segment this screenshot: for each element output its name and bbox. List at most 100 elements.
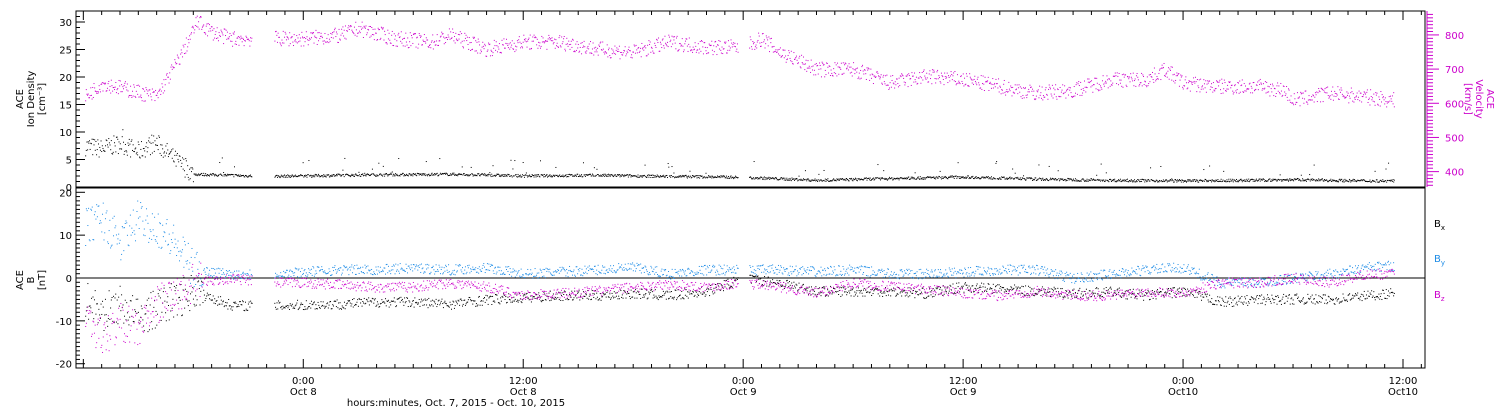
density-point — [1185, 181, 1187, 183]
density-point — [763, 177, 765, 179]
density-point — [1281, 179, 1283, 181]
velocity-point — [582, 45, 584, 47]
velocity-point — [1044, 96, 1046, 98]
field-point — [387, 300, 389, 302]
density-point — [1234, 179, 1236, 181]
velocity-point — [242, 38, 244, 40]
velocity-point — [151, 99, 153, 101]
density-point — [358, 171, 360, 173]
field-point — [358, 297, 360, 299]
velocity-point — [1057, 88, 1059, 90]
velocity-point — [341, 32, 343, 34]
field-point — [242, 300, 244, 302]
density-point — [1146, 180, 1148, 182]
velocity-point — [482, 41, 484, 43]
velocity-point — [503, 38, 505, 40]
density-point — [420, 173, 422, 175]
density-point — [429, 174, 431, 176]
velocity-point — [203, 32, 205, 34]
velocity-point — [94, 90, 96, 92]
density-point — [1032, 179, 1034, 181]
velocity-point — [1179, 79, 1181, 81]
density-point — [1358, 180, 1360, 182]
velocity-point — [711, 40, 713, 42]
density-point — [1359, 180, 1361, 182]
field-point — [279, 301, 281, 303]
velocity-point — [847, 69, 849, 71]
density-point — [1002, 176, 1004, 178]
density-point — [1352, 178, 1354, 180]
density-point — [432, 174, 434, 176]
velocity-point — [1048, 88, 1050, 90]
density-point — [406, 174, 408, 176]
velocity-point — [574, 51, 576, 53]
field-point — [405, 301, 407, 303]
density-point — [577, 173, 579, 175]
field-point — [100, 303, 102, 305]
field-point — [302, 303, 304, 305]
velocity-point — [990, 83, 992, 85]
velocity-point — [817, 73, 819, 75]
velocity-point — [498, 48, 500, 50]
density-point — [615, 175, 617, 177]
velocity-point — [884, 83, 886, 85]
density-point — [641, 176, 643, 178]
velocity-point — [980, 75, 982, 77]
velocity-point — [1321, 89, 1323, 91]
field-point — [226, 302, 228, 304]
field-point — [503, 293, 505, 295]
density-point — [291, 176, 293, 178]
velocity-point — [1030, 87, 1032, 89]
velocity-point — [799, 66, 801, 68]
density-point — [118, 141, 120, 143]
velocity-point — [571, 46, 573, 48]
density-point — [1283, 179, 1285, 181]
density-point — [345, 173, 347, 175]
velocity-point — [1264, 87, 1266, 89]
velocity-point — [836, 75, 838, 77]
velocity-point — [1219, 79, 1221, 81]
velocity-point — [1064, 85, 1066, 87]
velocity-tick-label: 600 — [1445, 99, 1464, 110]
density-point — [700, 175, 702, 177]
velocity-point — [1282, 85, 1284, 87]
field-point — [682, 297, 684, 299]
velocity-point — [879, 78, 881, 80]
velocity-point — [439, 40, 441, 42]
density-point — [417, 173, 419, 175]
field-point — [681, 290, 683, 292]
density-point — [990, 176, 992, 178]
velocity-point — [1126, 75, 1128, 77]
density-point — [512, 168, 514, 170]
velocity-point — [904, 84, 906, 86]
velocity-point — [322, 40, 324, 42]
density-point — [88, 142, 90, 144]
density-point — [1101, 179, 1103, 181]
velocity-point — [1307, 99, 1309, 101]
density-point — [928, 176, 930, 178]
field-point — [520, 301, 522, 303]
velocity-point — [1218, 81, 1220, 83]
velocity-point — [203, 24, 205, 26]
density-point — [399, 175, 401, 177]
velocity-point — [864, 69, 866, 71]
velocity-point — [507, 47, 509, 49]
velocity-point — [907, 86, 909, 88]
field-point — [153, 306, 155, 308]
density-point — [606, 175, 608, 177]
field-point — [702, 293, 704, 295]
density-point — [1214, 181, 1216, 183]
density-point — [623, 176, 625, 178]
field-point — [305, 300, 307, 302]
density-point — [426, 174, 428, 176]
velocity-point — [1136, 73, 1138, 75]
density-point — [797, 180, 799, 182]
velocity-point — [132, 95, 134, 97]
velocity-point — [249, 45, 251, 47]
velocity-point — [1254, 89, 1256, 91]
density-point — [663, 176, 665, 178]
field-point — [128, 324, 130, 326]
velocity-point — [158, 90, 160, 92]
velocity-point — [389, 39, 391, 41]
velocity-point — [92, 96, 94, 98]
